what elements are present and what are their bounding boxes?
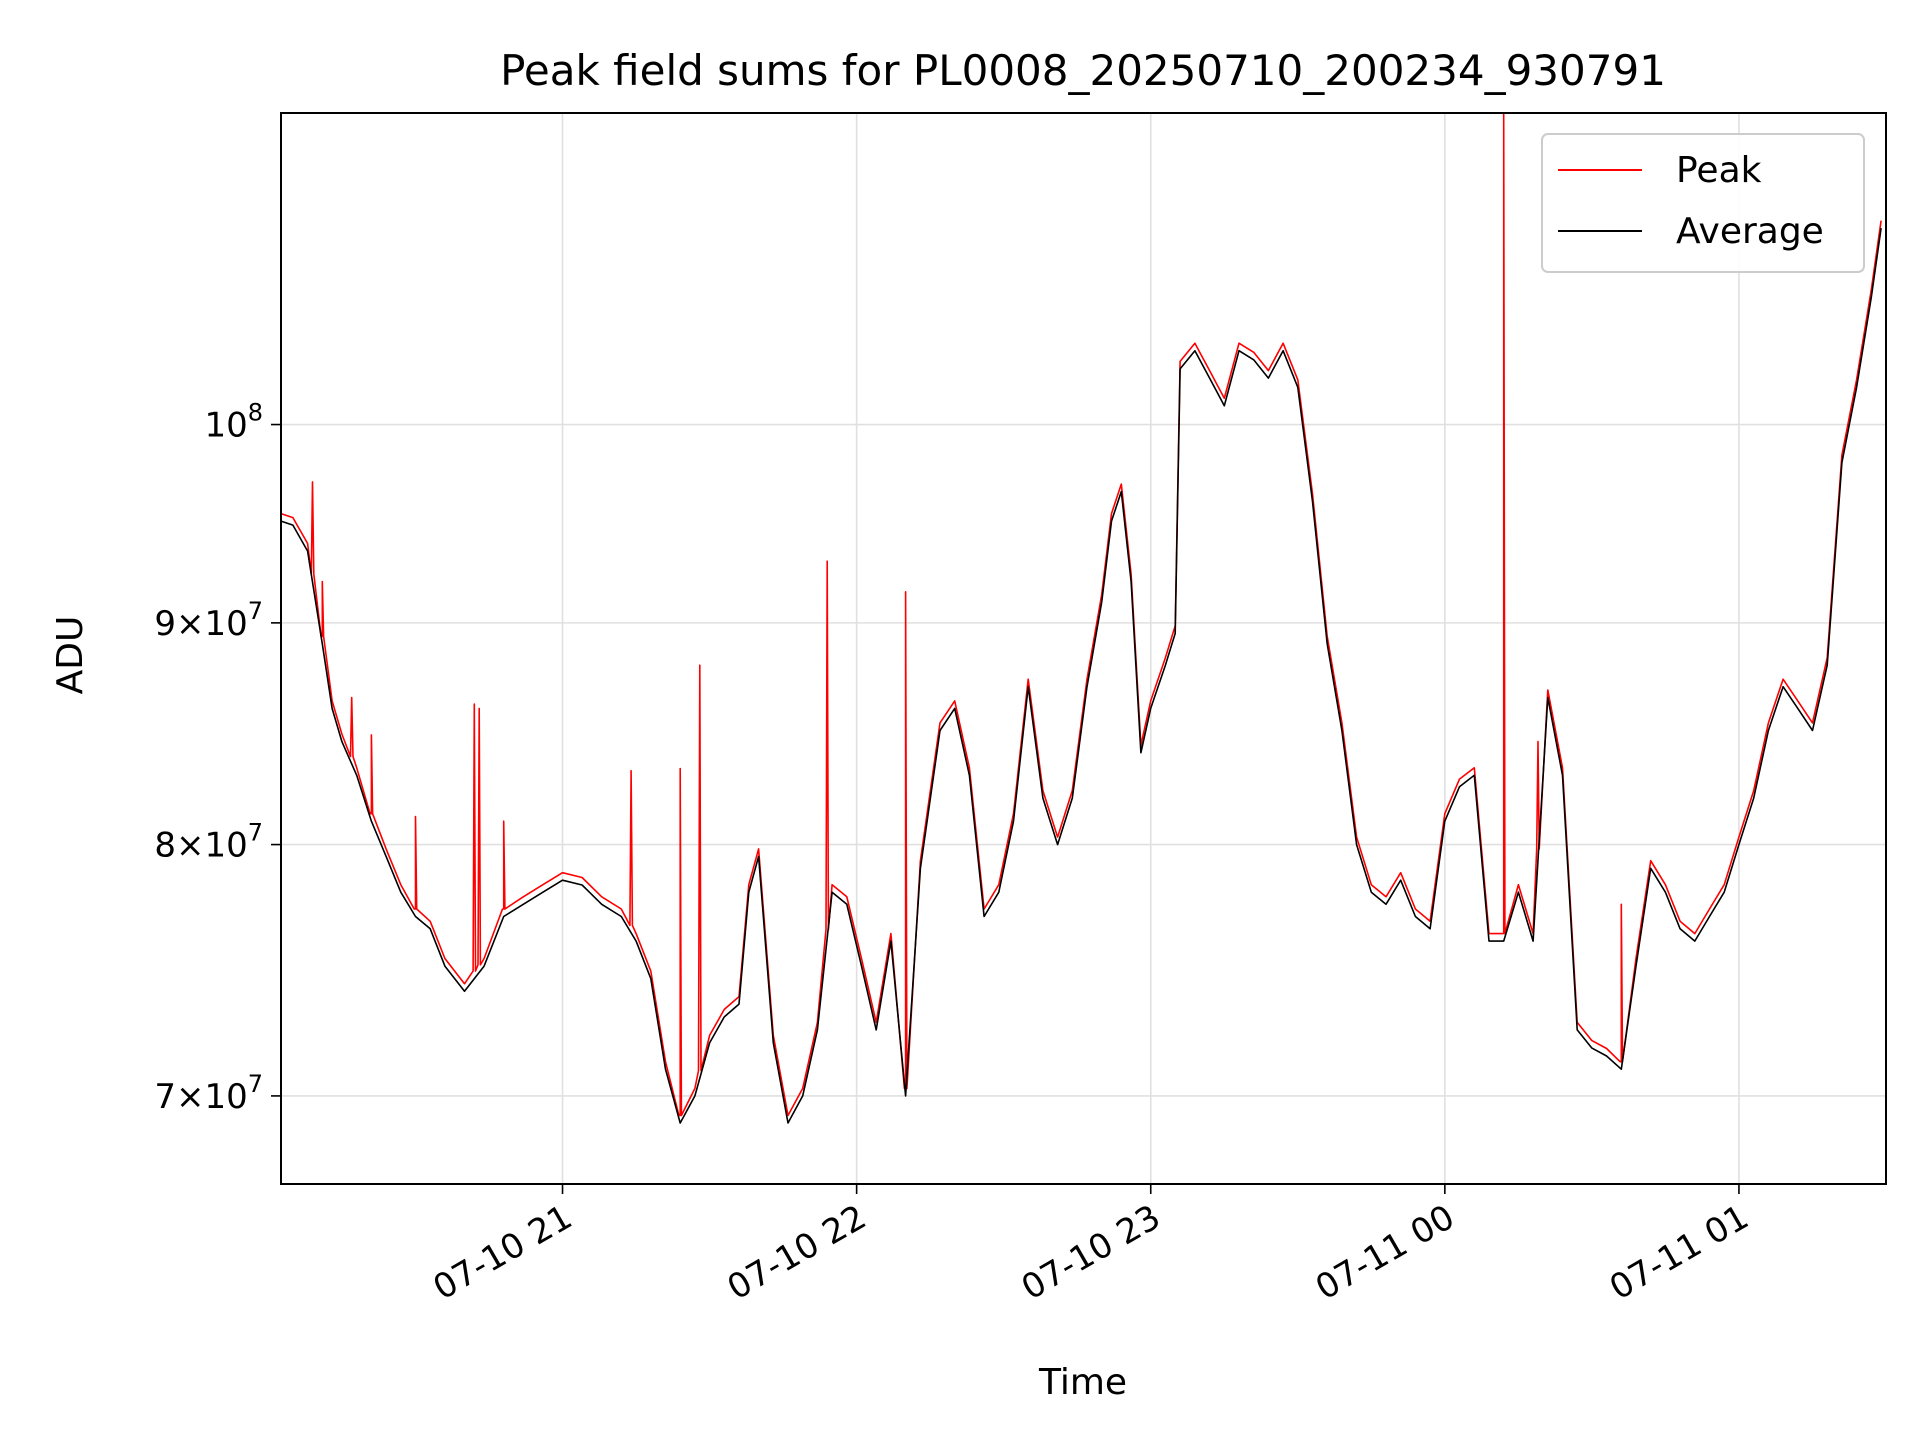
series-line-average xyxy=(280,227,1882,1124)
chart-title: Peak field sums for PL0008_20250710_2002… xyxy=(500,46,1666,95)
legend: Peak Average xyxy=(1541,133,1865,273)
y-tick-label: 108 xyxy=(204,399,263,446)
y-tick-label: 8×107 xyxy=(154,819,263,866)
y-tick-label: 9×107 xyxy=(154,597,263,644)
plot-frame xyxy=(280,112,1887,1185)
grid xyxy=(281,113,1886,1184)
y-axis-label: ADU xyxy=(50,616,91,695)
legend-label-peak: Peak xyxy=(1676,150,1762,191)
legend-box xyxy=(1541,133,1865,273)
x-axis-label: Time xyxy=(1038,1362,1127,1403)
plot-lines xyxy=(280,112,1882,1124)
y-tick-label: 7×107 xyxy=(154,1070,263,1117)
legend-label-average: Average xyxy=(1676,211,1824,252)
